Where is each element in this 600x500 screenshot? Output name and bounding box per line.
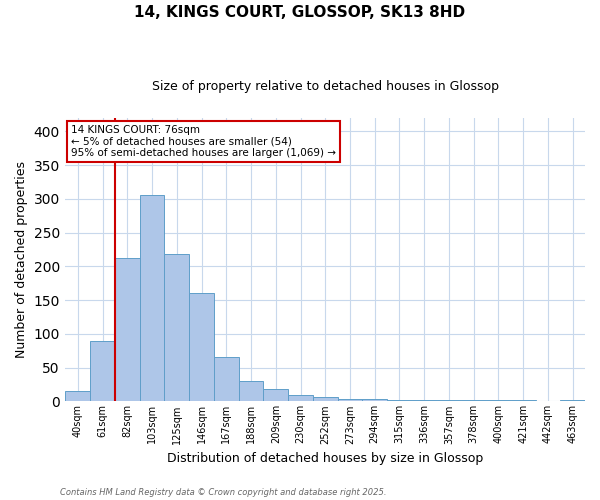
Bar [338, 398, 362, 402]
Text: 14, KINGS COURT, GLOSSOP, SK13 8HD: 14, KINGS COURT, GLOSSOP, SK13 8HD [134, 5, 466, 20]
Bar [560, 400, 585, 402]
Bar [362, 400, 387, 402]
Bar [164, 254, 189, 402]
Bar [536, 400, 560, 402]
Bar [486, 400, 511, 402]
Bar [461, 400, 486, 402]
Bar [412, 400, 437, 402]
Title: Size of property relative to detached houses in Glossop: Size of property relative to detached ho… [152, 80, 499, 93]
Bar [437, 400, 461, 402]
Text: 14 KINGS COURT: 76sqm
← 5% of detached houses are smaller (54)
95% of semi-detac: 14 KINGS COURT: 76sqm ← 5% of detached h… [71, 125, 335, 158]
Bar [90, 340, 115, 402]
Bar [115, 258, 140, 402]
Bar [313, 398, 338, 402]
Bar [214, 358, 239, 402]
X-axis label: Distribution of detached houses by size in Glossop: Distribution of detached houses by size … [167, 452, 484, 465]
Bar [65, 392, 90, 402]
Bar [239, 381, 263, 402]
Bar [140, 196, 164, 402]
Bar [189, 294, 214, 402]
Bar [263, 389, 288, 402]
Text: Contains HM Land Registry data © Crown copyright and database right 2025.: Contains HM Land Registry data © Crown c… [60, 488, 386, 497]
Bar [387, 400, 412, 402]
Y-axis label: Number of detached properties: Number of detached properties [15, 161, 28, 358]
Bar [511, 400, 536, 402]
Bar [288, 394, 313, 402]
